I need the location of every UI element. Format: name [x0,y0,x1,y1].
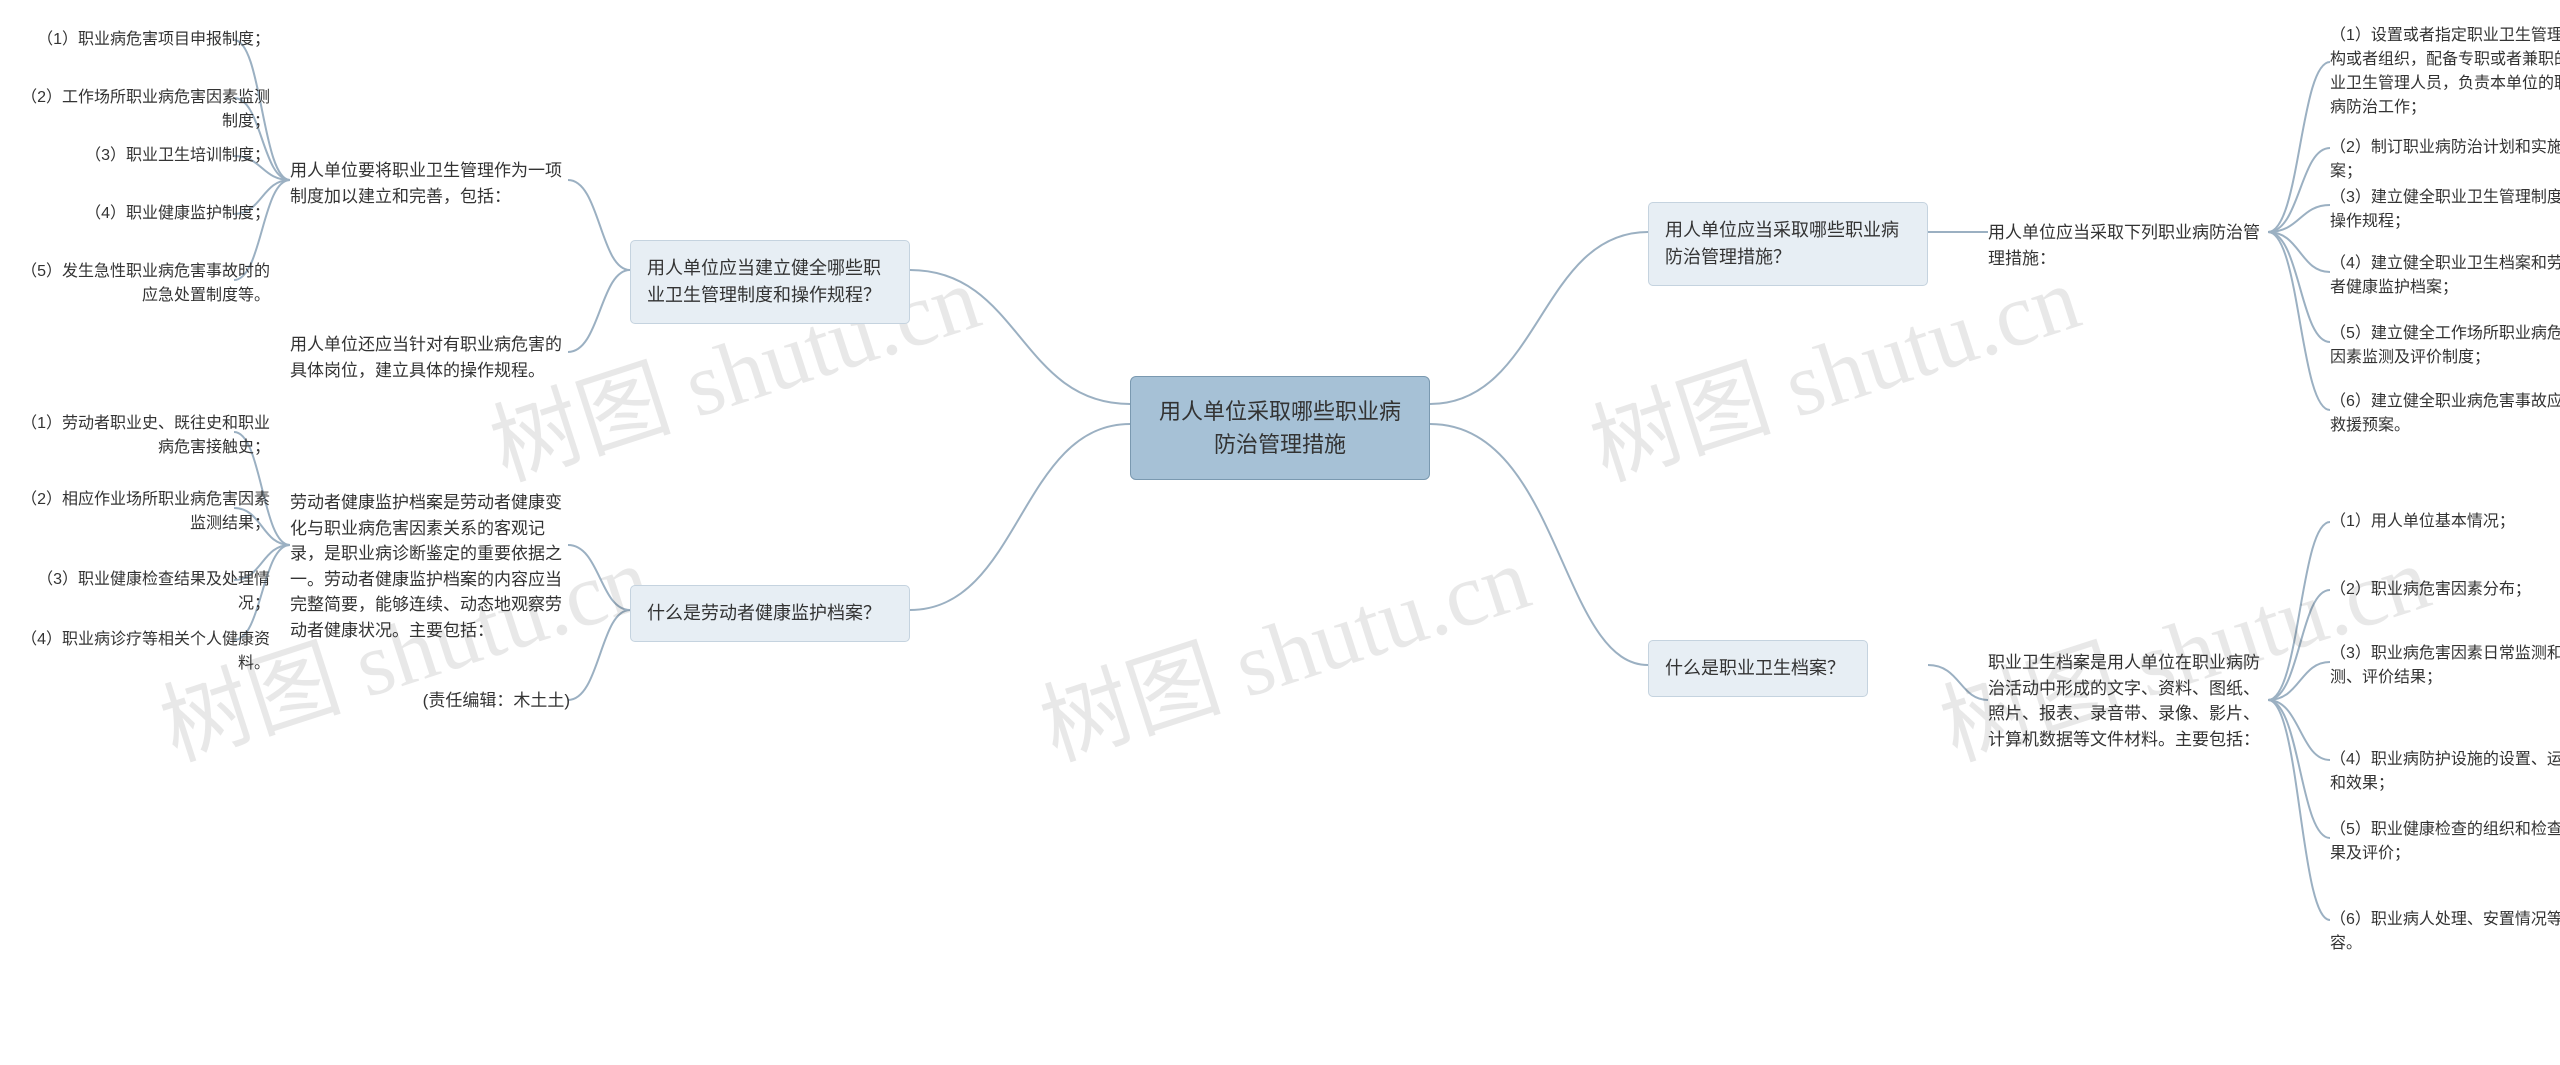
right-b2-item-5: （5）职业健康检查的组织和检查结果及评价； [2330,818,2560,866]
left-b2-item-2: （2）相应作业场所职业病危害因素监测结果； [10,488,270,536]
left-b1-item-2: （2）工作场所职业病危害因素监测制度； [10,86,270,134]
left-b2-item-3: （3）职业健康检查结果及处理情况； [10,568,270,616]
right-b1-item-1: （1）设置或者指定职业卫生管理机构或者组织，配备专职或者兼职的职业卫生管理人员，… [2330,24,2560,120]
root-node[interactable]: 用人单位采取哪些职业病防治管理措施 [1130,376,1430,480]
watermark: 树图 shutu.cn [1022,505,1542,785]
right-b2-item-3: （3）职业病危害因素日常监测和检测、评价结果； [2330,642,2560,690]
right-b1-item-3: （3）建立健全职业卫生管理制度和操作规程； [2330,186,2560,234]
left-b2-note: (责任编辑：木土土) [290,688,570,714]
right-b1-item-2: （2）制订职业病防治计划和实施方案； [2330,136,2560,184]
left-b2-item-4: （4）职业病诊疗等相关个人健康资料。 [10,628,270,676]
right-b2-item-1: （1）用人单位基本情况； [2330,510,2560,534]
branch-left-health-file[interactable]: 什么是劳动者健康监护档案？ [630,585,910,642]
right-b1-item-4: （4）建立健全职业卫生档案和劳动者健康监护档案； [2330,252,2560,300]
left-b1-note: 用人单位还应当针对有职业病危害的具体岗位，建立具体的操作规程。 [290,332,570,383]
branch-right-archive[interactable]: 什么是职业卫生档案？ [1648,640,1868,697]
right-b2-item-6: （6）职业病人处理、安置情况等内容。 [2330,908,2560,956]
left-b2-intro: 劳动者健康监护档案是劳动者健康变化与职业病危害因素关系的客观记录，是职业病诊断鉴… [290,490,570,643]
left-b2-item-1: （1）劳动者职业史、既往史和职业病危害接触史； [10,412,270,460]
left-b1-intro: 用人单位要将职业卫生管理作为一项制度加以建立和完善，包括： [290,158,570,209]
right-b1-item-5: （5）建立健全工作场所职业病危害因素监测及评价制度； [2330,322,2560,370]
right-b2-item-2: （2）职业病危害因素分布； [2330,578,2560,602]
right-b2-item-4: （4）职业病防护设施的设置、运转和效果； [2330,748,2560,796]
branch-left-system[interactable]: 用人单位应当建立健全哪些职业卫生管理制度和操作规程？ [630,240,910,324]
right-b1-intro: 用人单位应当采取下列职业病防治管理措施： [1988,220,2268,271]
left-b1-item-5: （5）发生急性职业病危害事故时的应急处置制度等。 [10,260,270,308]
left-b1-item-3: （3）职业卫生培训制度； [10,144,270,168]
right-b2-intro: 职业卫生档案是用人单位在职业病防治活动中形成的文字、资料、图纸、照片、报表、录音… [1988,650,2268,752]
left-b1-item-4: （4）职业健康监护制度； [10,202,270,226]
left-b1-item-1: （1）职业病危害项目申报制度； [10,28,270,52]
right-b1-item-6: （6）建立健全职业病危害事故应急救援预案。 [2330,390,2560,438]
branch-right-measures[interactable]: 用人单位应当采取哪些职业病防治管理措施？ [1648,202,1928,286]
